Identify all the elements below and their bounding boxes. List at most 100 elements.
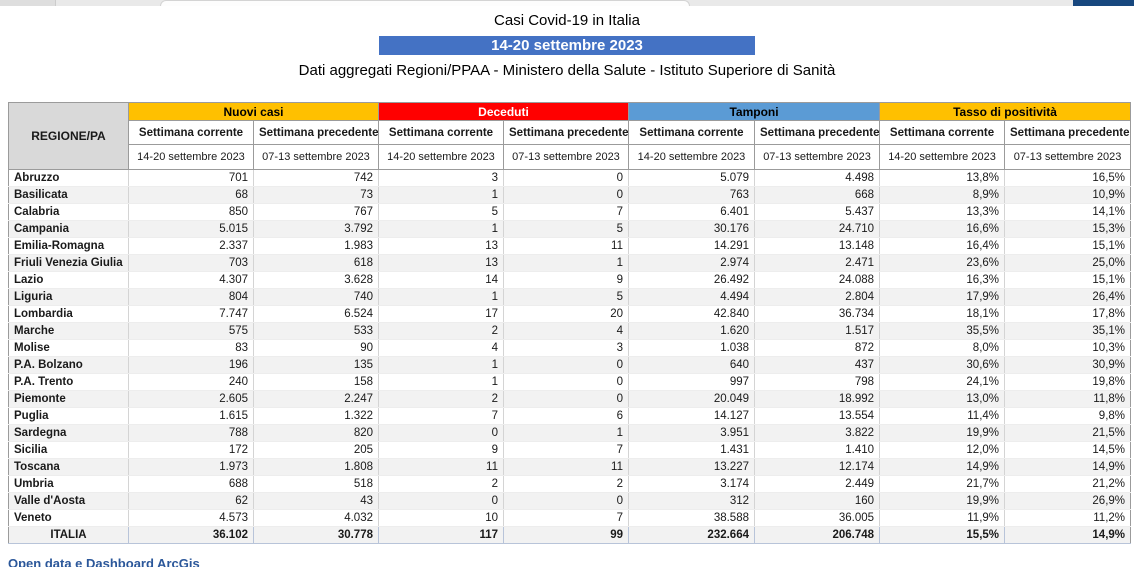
value-cell: 7 — [378, 407, 504, 425]
table-row: Umbria 688 518 2 2 3.174 2.449 21,7% 21,2% — [8, 475, 1132, 493]
value-cell: 30.176 — [628, 220, 755, 238]
open-data-dashboard-link[interactable]: Open data e Dashboard ArcGis — [8, 556, 200, 567]
table-row: Basilicata 68 73 1 0 763 668 8,9% 10,9% — [8, 186, 1132, 204]
value-cell: 1 — [378, 220, 504, 238]
value-cell: 14,9% — [1004, 526, 1132, 544]
region-cell: Sardegna — [8, 424, 129, 442]
value-cell: 2 — [378, 390, 504, 408]
value-cell: 4.307 — [128, 271, 254, 289]
value-cell: 1 — [503, 254, 629, 272]
value-cell: 14,9% — [879, 458, 1006, 476]
browser-tab-inactive[interactable] — [0, 0, 56, 6]
region-cell: Lazio — [8, 271, 129, 289]
value-cell: 13.227 — [628, 458, 755, 476]
value-cell: 5.079 — [628, 169, 755, 187]
value-cell: 3 — [503, 339, 629, 357]
table-row: Piemonte 2.605 2.247 2 0 20.049 18.992 13,0% 11,… — [8, 390, 1132, 408]
value-cell: 19,9% — [879, 424, 1006, 442]
value-cell: 13.148 — [753, 237, 881, 255]
value-cell: 26,4% — [1004, 288, 1132, 306]
region-cell: Basilicata — [8, 186, 129, 204]
value-cell: 10 — [378, 509, 504, 527]
value-cell: 804 — [128, 288, 254, 306]
value-cell: 42.840 — [628, 305, 755, 323]
table-row: Valle d'Aosta 62 43 0 0 312 160 19,9% 26,9% — [8, 492, 1132, 510]
value-cell: 3.822 — [753, 424, 881, 442]
value-cell: 788 — [128, 424, 254, 442]
value-cell: 2.974 — [628, 254, 755, 272]
value-cell: 18,1% — [879, 305, 1006, 323]
value-cell: 618 — [253, 254, 379, 272]
table-body: Abruzzo 701 742 3 0 5.079 4.498 13,8% 16,5% Basil… — [8, 169, 1132, 544]
value-cell: 30,9% — [1004, 356, 1132, 374]
table-row: Emilia-Romagna 2.337 1.983 13 11 14.291 13.148… — [8, 237, 1132, 255]
total-row: ITALIA 36.102 30.778 117 99 232.664 206.748 15,… — [8, 526, 1132, 544]
value-cell: 99 — [503, 526, 629, 544]
subheader-cell: Settimana corrente — [628, 120, 755, 145]
value-cell: 4 — [378, 339, 504, 357]
value-cell: 1.322 — [253, 407, 379, 425]
region-cell: Veneto — [8, 509, 129, 527]
value-cell: 158 — [253, 373, 379, 391]
region-cell: Sicilia — [8, 441, 129, 459]
value-cell: 7 — [503, 441, 629, 459]
value-cell: 3.951 — [628, 424, 755, 442]
value-cell: 3.174 — [628, 475, 755, 493]
value-cell: 196 — [128, 356, 254, 374]
table-row: Puglia 1.615 1.322 7 6 14.127 13.554 11,4% 9,8% — [8, 407, 1132, 425]
value-cell: 117 — [378, 526, 504, 544]
value-cell: 1 — [378, 288, 504, 306]
value-cell: 1 — [378, 356, 504, 374]
value-cell: 312 — [628, 492, 755, 510]
value-cell: 11 — [378, 458, 504, 476]
table-row: Marche 575 533 2 4 1.620 1.517 35,5% 35,1% — [8, 322, 1132, 340]
value-cell: 0 — [503, 356, 629, 374]
value-cell: 24,1% — [879, 373, 1006, 391]
region-cell: Liguria — [8, 288, 129, 306]
value-cell: 5 — [503, 220, 629, 238]
value-cell: 15,1% — [1004, 271, 1132, 289]
value-cell: 5 — [378, 203, 504, 221]
value-cell: 740 — [253, 288, 379, 306]
value-cell: 16,5% — [1004, 169, 1132, 187]
value-cell: 38.588 — [628, 509, 755, 527]
value-cell: 1 — [378, 186, 504, 204]
table-row: Molise 83 90 4 3 1.038 872 8,0% 10,3% — [8, 339, 1132, 357]
value-cell: 11,2% — [1004, 509, 1132, 527]
value-cell: 19,9% — [879, 492, 1006, 510]
region-cell: Umbria — [8, 475, 129, 493]
value-cell: 0 — [378, 492, 504, 510]
value-cell: 17,8% — [1004, 305, 1132, 323]
value-cell: 14,5% — [1004, 441, 1132, 459]
value-cell: 9,8% — [1004, 407, 1132, 425]
value-cell: 13,3% — [879, 203, 1006, 221]
value-cell: 533 — [253, 322, 379, 340]
value-cell: 2 — [503, 475, 629, 493]
value-cell: 2.247 — [253, 390, 379, 408]
corner-header: REGIONE/PA — [8, 102, 129, 170]
date-cell: 07-13 settembre 2023 — [503, 144, 629, 170]
value-cell: 23,6% — [879, 254, 1006, 272]
value-cell: 205 — [253, 441, 379, 459]
browser-tab-active[interactable] — [160, 0, 690, 6]
value-cell: 30.778 — [253, 526, 379, 544]
value-cell: 0 — [503, 492, 629, 510]
table-row: Campania 5.015 3.792 1 5 30.176 24.710 16,6% 15,… — [8, 220, 1132, 238]
value-cell: 850 — [128, 203, 254, 221]
value-cell: 135 — [253, 356, 379, 374]
value-cell: 15,1% — [1004, 237, 1132, 255]
value-cell: 12,0% — [879, 441, 1006, 459]
value-cell: 90 — [253, 339, 379, 357]
value-cell: 13 — [378, 254, 504, 272]
value-cell: 30,6% — [879, 356, 1006, 374]
value-cell: 36.102 — [128, 526, 254, 544]
value-cell: 9 — [503, 271, 629, 289]
value-cell: 798 — [753, 373, 881, 391]
value-cell: 12.174 — [753, 458, 881, 476]
value-cell: 240 — [128, 373, 254, 391]
value-cell: 7 — [503, 203, 629, 221]
date-cell: 14-20 settembre 2023 — [628, 144, 755, 170]
period-banner: 14-20 settembre 2023 — [379, 36, 755, 55]
subheader-row: Settimana corrente Settimana precedente … — [9, 120, 1132, 145]
value-cell: 872 — [753, 339, 881, 357]
